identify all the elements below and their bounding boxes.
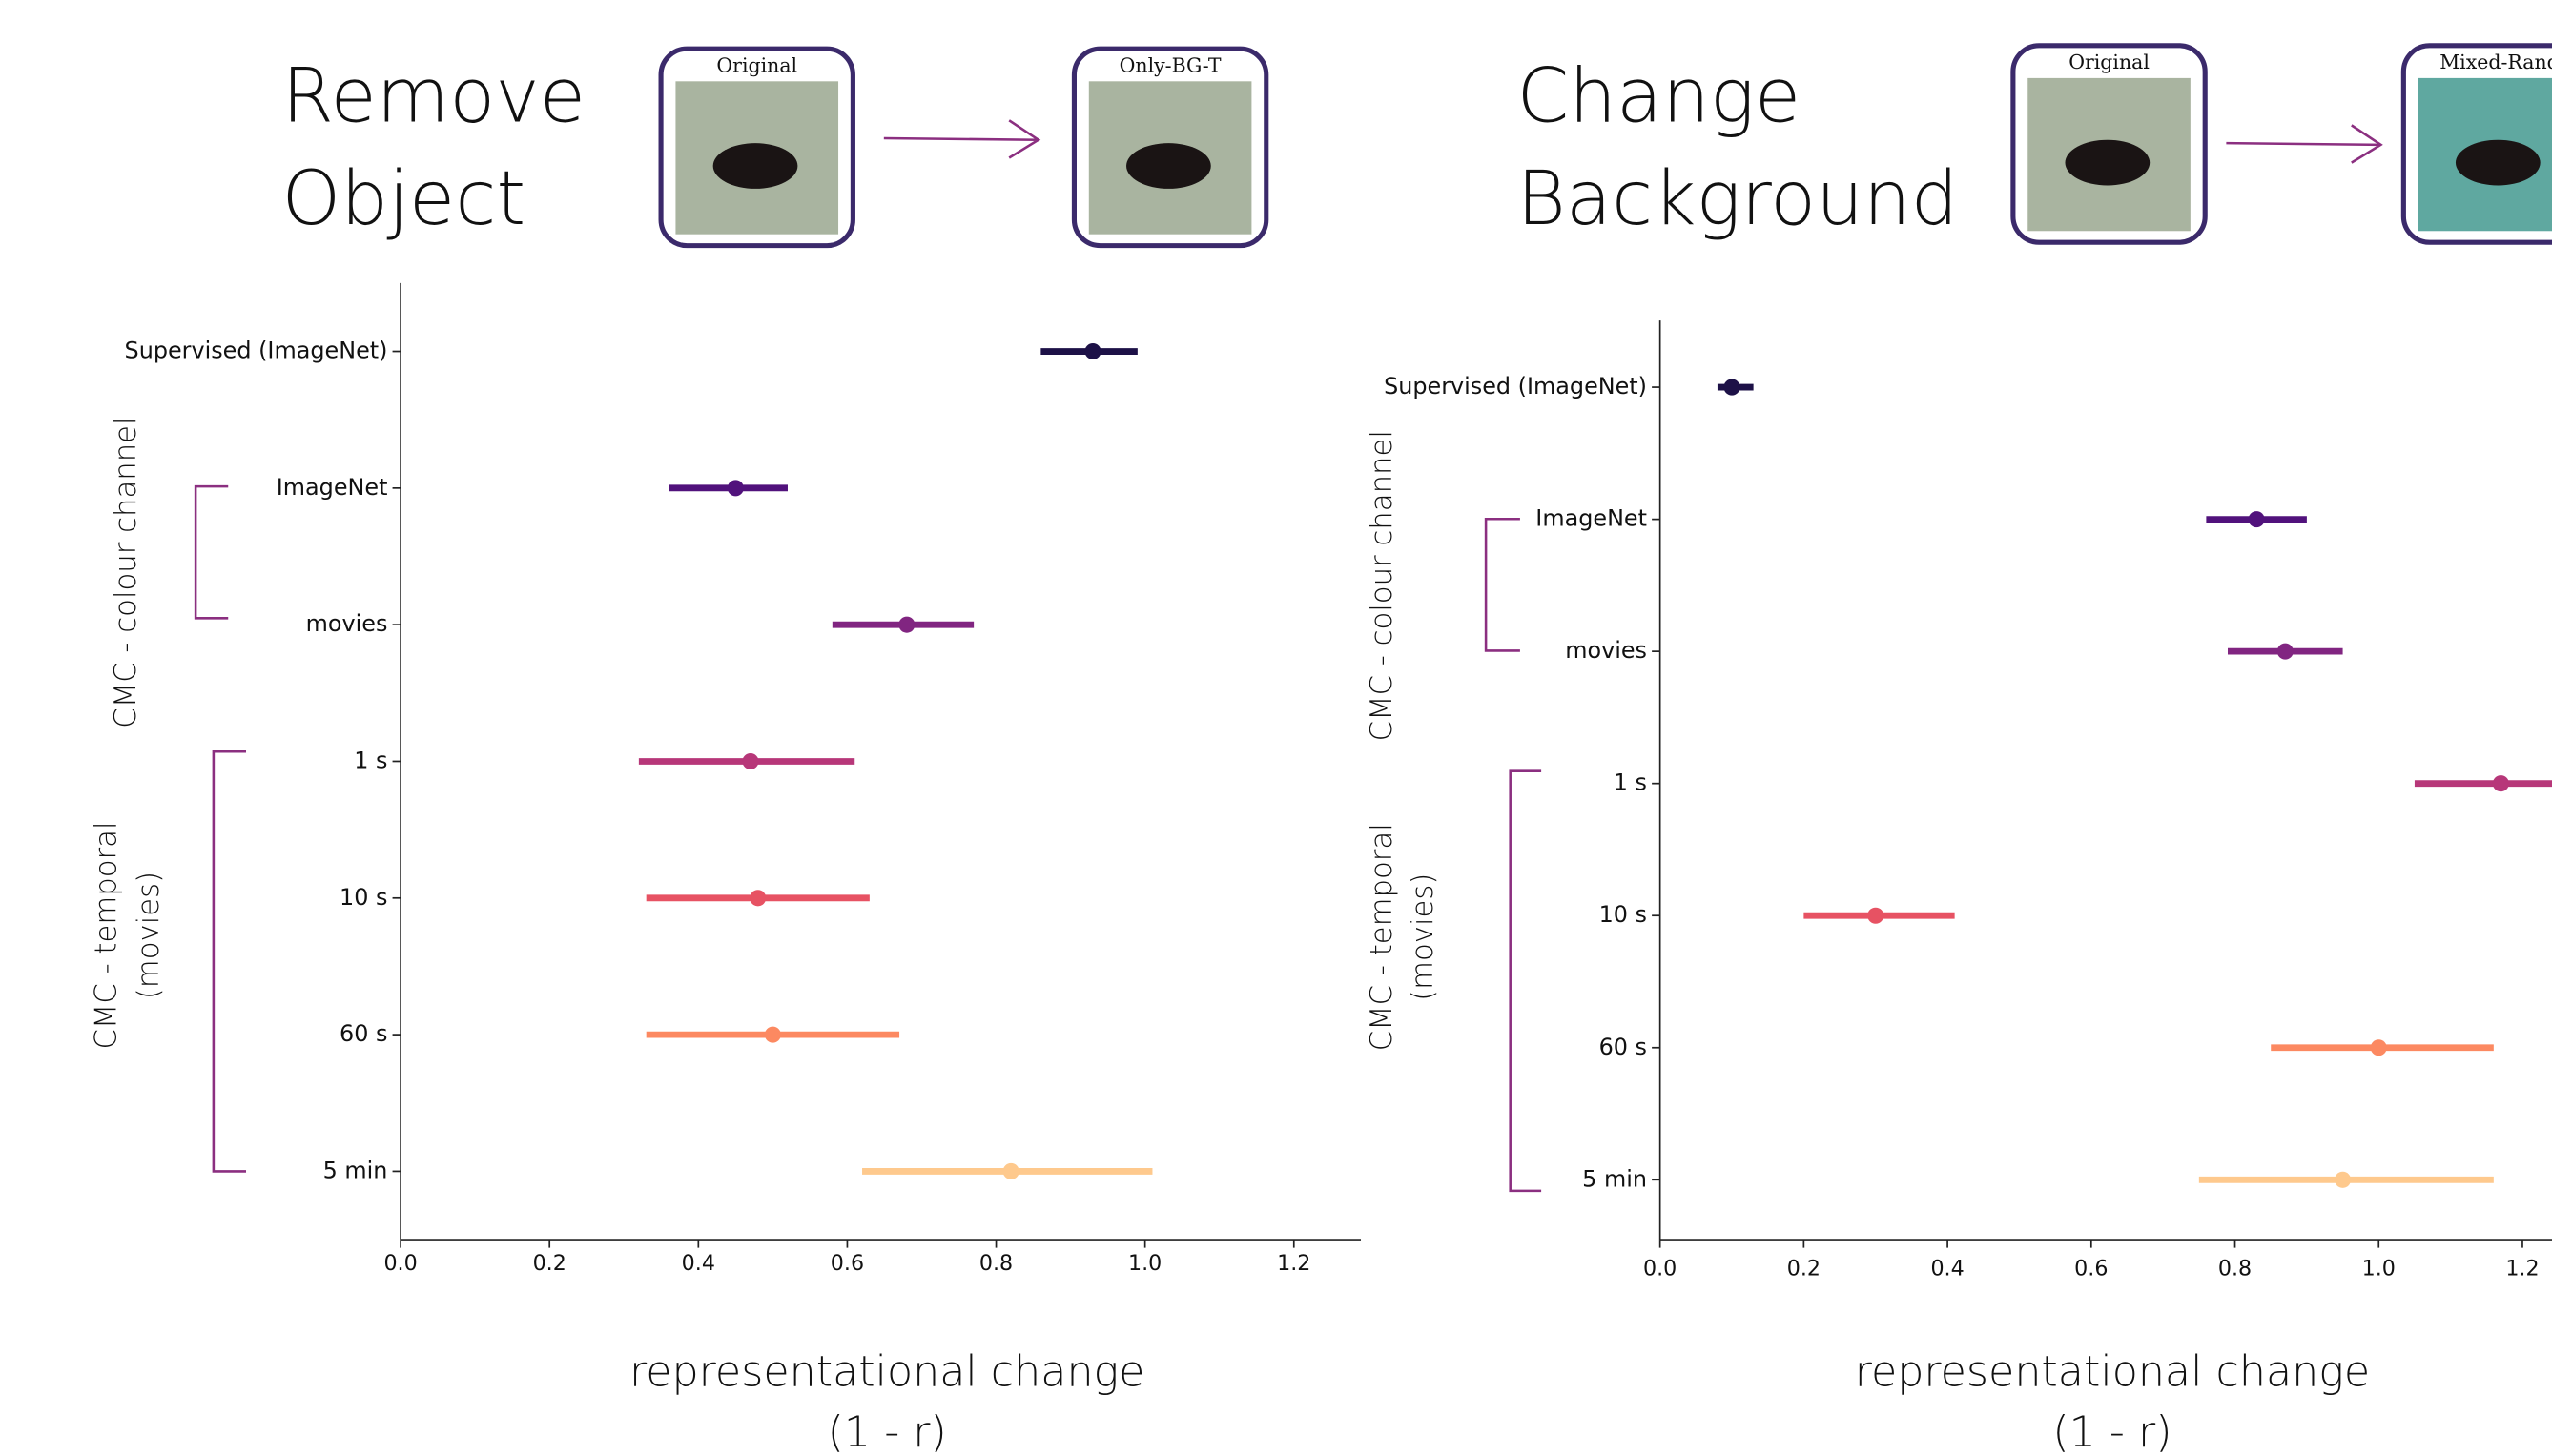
y-tick-label: 5 min — [1582, 1165, 1647, 1192]
y-tick-label: ImageNet — [277, 474, 388, 501]
page: Remove Object Original Only-BG-T 0.0 0.2 0.4 0.… — [0, 0, 2552, 1456]
x-tick-label: 1.0 — [2362, 1256, 2396, 1281]
group-label: CMC - colour channel — [109, 417, 143, 728]
thumbnail-butterfly — [713, 143, 798, 189]
point — [2335, 1172, 2351, 1188]
x-tick-label: 0.6 — [831, 1251, 864, 1276]
y-tick-label: 10 s — [340, 884, 387, 911]
x-tick-label: 0.8 — [979, 1251, 1013, 1276]
x-axis-label: representational change — [629, 1348, 1144, 1397]
x-axis-label: representational change — [1855, 1348, 2370, 1397]
thumbnail-label: Only-BG-T — [1120, 53, 1222, 76]
x-tick-label: 1.2 — [1277, 1251, 1310, 1276]
y-tick-label: movies — [1565, 637, 1647, 664]
y-tick-label: movies — [306, 610, 388, 637]
y-tick-label: Supervised (ImageNet) — [125, 338, 388, 364]
y-tick-label: ImageNet — [1535, 505, 1647, 532]
thumbnail-label: Original — [2068, 51, 2150, 73]
group-label: (movies) — [132, 872, 166, 999]
thumbnail-butterfly — [2065, 140, 2150, 186]
group-label: CMC - temporal — [89, 822, 123, 1050]
point — [728, 480, 744, 496]
x-axis-label: (1 - r) — [2052, 1408, 2171, 1456]
x-tick-label: 0.6 — [2074, 1256, 2108, 1281]
point — [1084, 343, 1101, 359]
x-tick-label: 0.0 — [383, 1251, 417, 1276]
group-bracket — [1486, 519, 1520, 650]
thumbnail-label: Original — [716, 53, 797, 76]
arrow — [2226, 125, 2380, 162]
y-tick-label: 10 s — [1599, 901, 1647, 928]
thumbnail-label: Mixed-Rand — [2439, 51, 2552, 73]
x-tick-label: 0.2 — [533, 1251, 566, 1276]
y-tick-label: 1 s — [354, 747, 387, 773]
x-tick-label: 0.4 — [1930, 1256, 1964, 1281]
point — [750, 890, 766, 906]
group-bracket — [1511, 771, 1541, 1191]
point — [2493, 775, 2509, 791]
x-axis-label: (1 - r) — [828, 1408, 947, 1456]
x-tick-label: 0.8 — [2218, 1256, 2252, 1281]
point — [2249, 511, 2265, 527]
point — [2371, 1039, 2387, 1056]
group-bracket — [196, 486, 228, 618]
x-tick-label: 0.0 — [1643, 1256, 1677, 1281]
point — [1867, 908, 1883, 924]
point — [2277, 644, 2294, 660]
y-tick-label: 60 s — [1599, 1034, 1647, 1060]
point — [898, 617, 915, 633]
thumbnail-butterfly — [1126, 143, 1211, 189]
point — [765, 1027, 781, 1043]
point — [1723, 379, 1739, 396]
x-tick-label: 0.4 — [682, 1251, 715, 1276]
thumbnail-butterfly — [2456, 140, 2541, 186]
arrow — [884, 120, 1039, 157]
y-tick-label: Supervised (ImageNet) — [1384, 373, 1647, 400]
y-tick-label: 60 s — [340, 1020, 387, 1047]
group-label: CMC - temporal — [1365, 823, 1399, 1051]
group-label: (movies) — [1406, 873, 1440, 1001]
panel-title: Change — [1517, 51, 1801, 139]
x-tick-label: 0.2 — [1787, 1256, 1821, 1281]
y-tick-label: 5 min — [323, 1157, 388, 1183]
panel-title: Remove — [282, 51, 586, 139]
panel-title: Object — [282, 154, 526, 242]
y-tick-label: 1 s — [1614, 769, 1647, 796]
group-bracket — [214, 751, 246, 1171]
group-label: CMC - colour channel — [1365, 430, 1399, 741]
panel-title: Background — [1517, 154, 1959, 242]
x-tick-label: 1.2 — [2505, 1256, 2539, 1281]
x-tick-label: 1.0 — [1128, 1251, 1162, 1276]
point — [742, 753, 758, 769]
point — [1003, 1163, 1019, 1179]
